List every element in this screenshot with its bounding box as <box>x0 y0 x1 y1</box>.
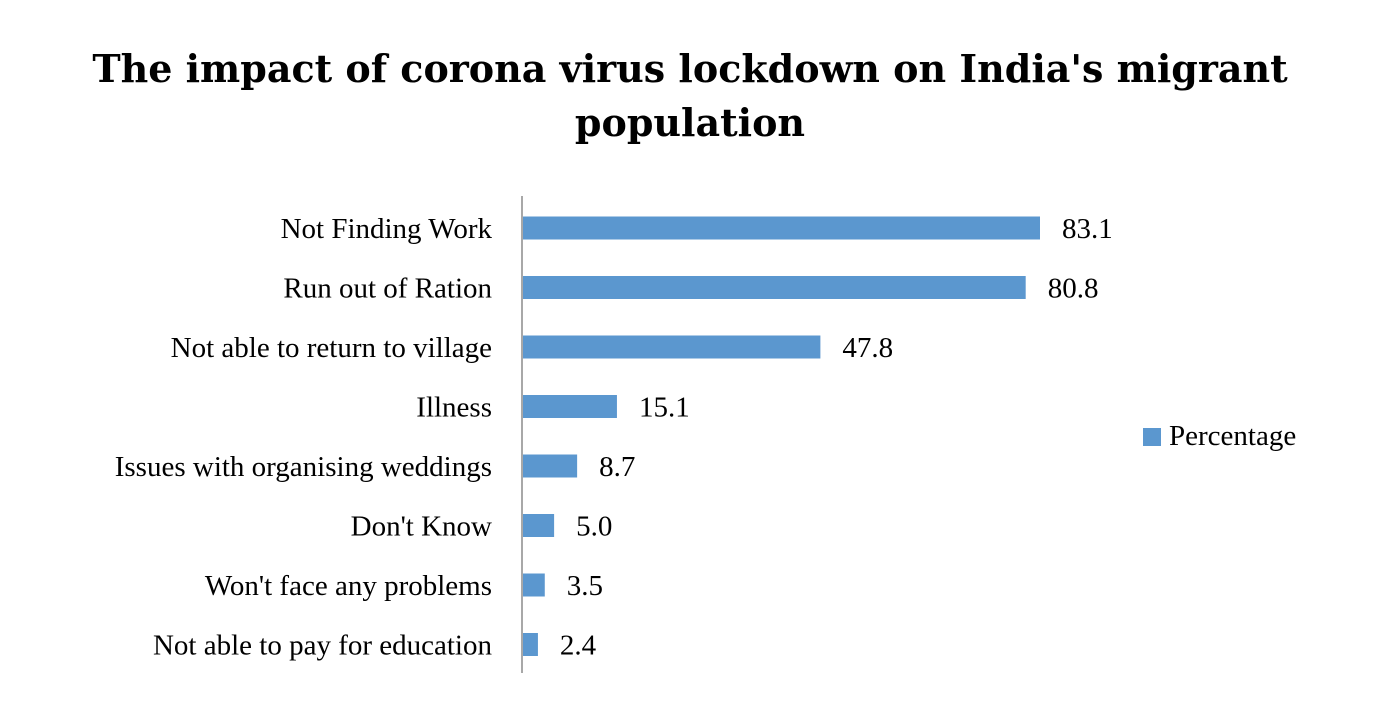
value-label: 15.1 <box>639 392 690 424</box>
value-labels-group: 83.1 80.8 47.8 15.18.7 5.0 3.5 2.4 <box>560 213 1113 662</box>
bar <box>523 573 545 597</box>
bar <box>523 276 1026 299</box>
value-label: 83.1 <box>1062 213 1113 245</box>
category-label: Not able to return to village <box>171 332 492 364</box>
legend: Percentage <box>1143 420 1296 453</box>
value-label: 5.0 <box>576 511 612 543</box>
category-label: Run out of Ration <box>283 273 492 305</box>
bar <box>523 335 821 359</box>
chart-title: The impact of corona virus lockdown on I… <box>92 46 1288 145</box>
bar <box>523 216 1040 240</box>
legend-swatch <box>1143 427 1161 446</box>
category-label: Don't Know <box>351 511 492 543</box>
legend-label: Percentage <box>1169 420 1297 452</box>
value-label: 47.8 <box>842 332 893 364</box>
category-label: Not able to pay for education <box>153 630 493 662</box>
bars-group <box>523 216 1040 656</box>
category-label: Not Finding Work <box>281 213 493 245</box>
bar <box>523 633 538 656</box>
bar <box>523 454 578 478</box>
value-label: 3.5 <box>567 570 603 602</box>
value-label: 2.4 <box>560 630 597 662</box>
category-label: Illness <box>416 392 492 424</box>
value-label: 8.7 <box>599 451 635 483</box>
bar <box>523 514 555 537</box>
category-label: Issues with organising weddings <box>115 451 492 483</box>
category-labels-group: Not Finding Work Run out of Ration Not abl… <box>115 213 493 662</box>
value-label: 80.8 <box>1048 273 1099 305</box>
bar <box>523 395 617 418</box>
category-label: Won't face any problems <box>205 570 492 602</box>
